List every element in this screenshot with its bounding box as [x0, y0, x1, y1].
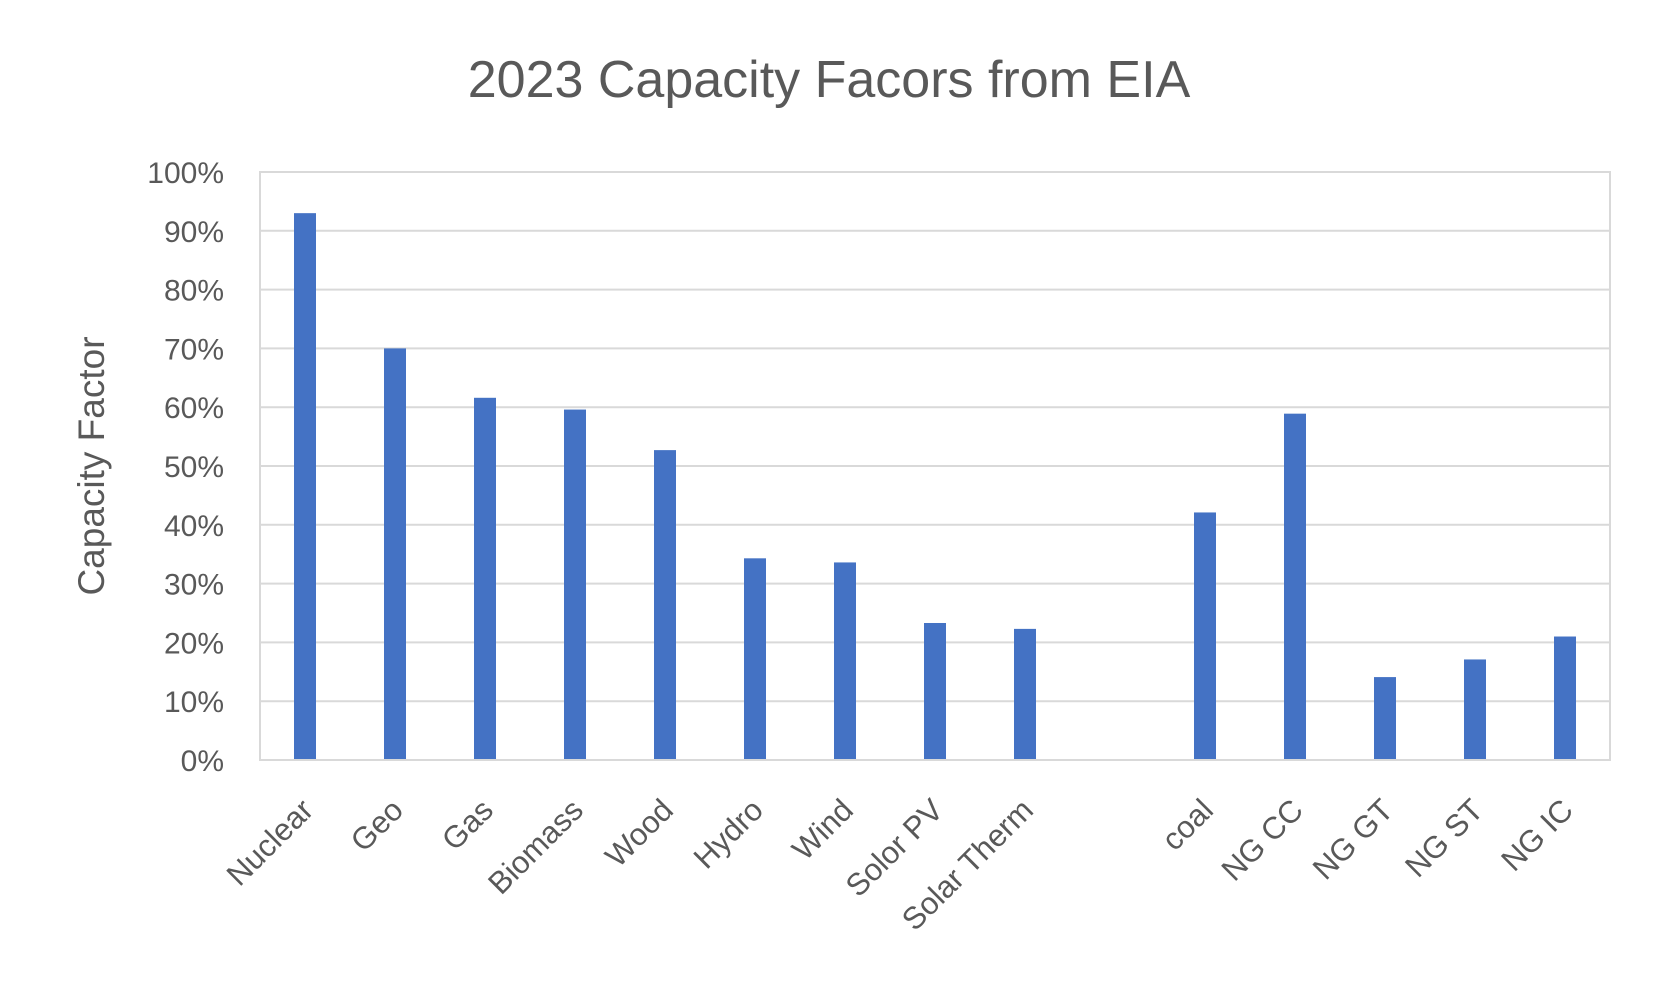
- x-tick-label: Nuclear: [220, 792, 320, 892]
- y-tick-label: 20%: [164, 627, 224, 660]
- x-tick-label: Geo: [344, 792, 410, 858]
- bar: [744, 558, 766, 760]
- x-tick-label: Wood: [598, 792, 680, 874]
- y-tick-label: 50%: [164, 451, 224, 484]
- y-tick-label: 90%: [164, 216, 224, 249]
- x-tick-label: coal: [1155, 792, 1220, 857]
- bar: [474, 397, 496, 760]
- y-tick-label: 80%: [164, 275, 224, 308]
- bar: [384, 348, 406, 760]
- y-tick-label: 60%: [164, 392, 224, 425]
- x-tick-label: NG ST: [1398, 792, 1490, 884]
- x-tick-label: NG IC: [1494, 792, 1580, 878]
- bar: [1014, 628, 1036, 760]
- y-axis-ticks: 0% 10% 20% 30% 40% 50% 60% 70% 80% 90% 100%: [147, 157, 224, 778]
- y-tick-label: 70%: [164, 333, 224, 366]
- plot-frame: [259, 171, 1611, 761]
- bar: [924, 622, 946, 760]
- bar: [1464, 659, 1486, 760]
- y-tick-label: 100%: [147, 157, 224, 190]
- bar: [1554, 636, 1576, 760]
- bar: [654, 450, 676, 760]
- bar: [294, 213, 316, 760]
- x-tick-label: Biomass: [481, 792, 590, 901]
- bar: [1284, 413, 1306, 760]
- y-tick-label: 10%: [164, 686, 224, 719]
- y-tick-label: 0%: [181, 745, 224, 778]
- x-tick-label: NG CC: [1215, 792, 1310, 887]
- bars: [294, 213, 1576, 760]
- y-tick-label: 30%: [164, 569, 224, 602]
- x-tick-label: Wind: [785, 792, 860, 867]
- bar: [1374, 677, 1396, 760]
- y-axis-label: Capacity Factor: [71, 336, 112, 595]
- bar: [1194, 512, 1216, 760]
- bar: [834, 562, 856, 760]
- x-tick-label: Hydro: [687, 792, 770, 875]
- chart-title: 2023 Capacity Facors from EIA: [468, 51, 1191, 109]
- y-tick-label: 40%: [164, 510, 224, 543]
- bar: [564, 409, 586, 760]
- x-tick-label: NG GT: [1306, 792, 1400, 886]
- x-tick-label: Gas: [435, 792, 500, 857]
